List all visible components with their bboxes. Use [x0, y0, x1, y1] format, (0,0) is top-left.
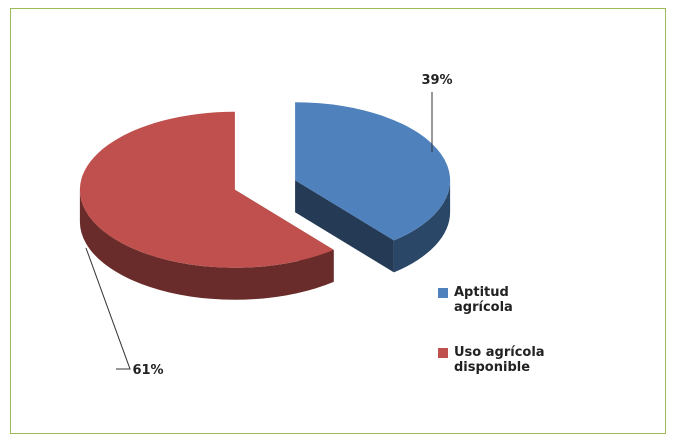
legend-item: Aptitud agrícola — [438, 285, 588, 315]
chart-frame — [10, 8, 666, 434]
legend-item: Uso agrícola disponible — [438, 345, 588, 375]
legend-swatch — [438, 288, 448, 298]
data-label: 39% — [421, 73, 452, 88]
legend-label: Uso agrícola disponible — [454, 345, 545, 375]
slice — [79, 111, 334, 268]
data-label: 61% — [132, 363, 163, 378]
leader-line — [85, 247, 131, 370]
slice-wall — [295, 180, 394, 273]
legend-swatch — [438, 348, 448, 358]
slice-side — [79, 189, 334, 300]
slice — [295, 102, 451, 241]
slice-side — [393, 180, 451, 273]
legend-label: Aptitud agrícola — [454, 285, 513, 315]
